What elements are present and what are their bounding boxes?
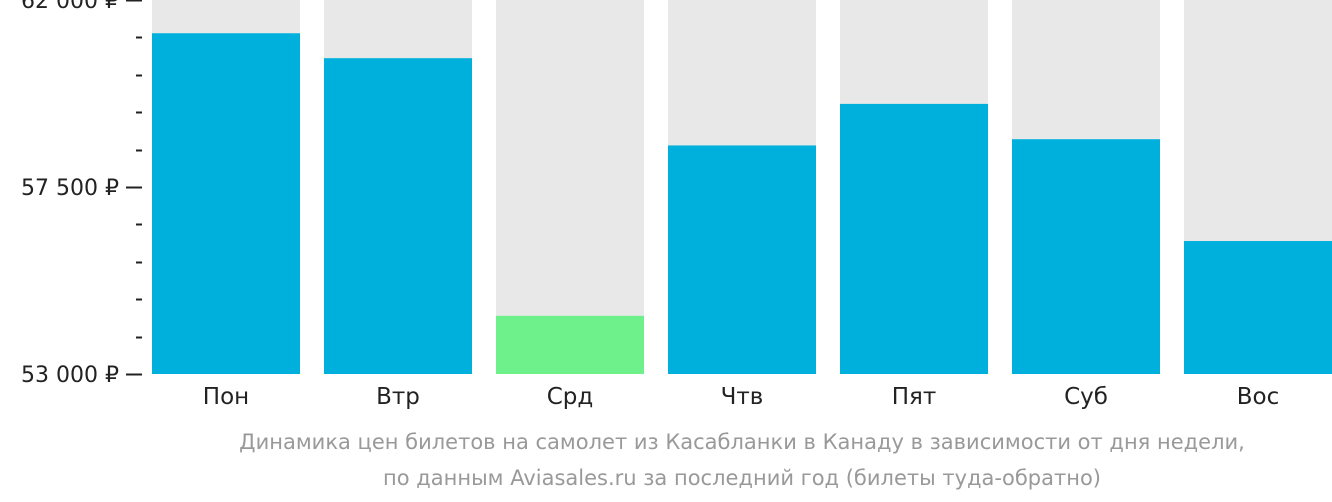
bar — [668, 145, 816, 374]
x-tick-label: Втр — [376, 384, 420, 410]
x-tick-label: Суб — [1064, 384, 1108, 410]
x-tick-label: Чтв — [721, 384, 764, 410]
bar — [324, 58, 472, 375]
y-tick-label: 62 000 ₽ — [21, 0, 119, 14]
chart-caption-line-2: по данным Aviasales.ru за последний год … — [383, 466, 1101, 490]
bar-lowest-price — [496, 315, 644, 374]
bar — [1012, 139, 1160, 374]
x-tick-label: Пят — [892, 384, 937, 410]
y-tick-label: 57 500 ₽ — [21, 176, 119, 201]
bar — [1184, 241, 1332, 374]
price-by-weekday-chart: 62 000 ₽ 57 500 ₽ 53 000 ₽ Пон Втр Срд Чтв Пят С… — [21, 0, 1332, 410]
y-tick-label: 53 000 ₽ — [21, 363, 119, 388]
bar — [840, 103, 988, 374]
bar — [152, 33, 300, 374]
chart-caption-line-1: Динамика цен билетов на самолет из Касаб… — [239, 430, 1245, 454]
x-tick-label: Вос — [1237, 384, 1280, 410]
bar-background — [496, 0, 644, 374]
x-tick-label: Срд — [547, 384, 594, 410]
x-tick-label: Пон — [203, 384, 249, 410]
